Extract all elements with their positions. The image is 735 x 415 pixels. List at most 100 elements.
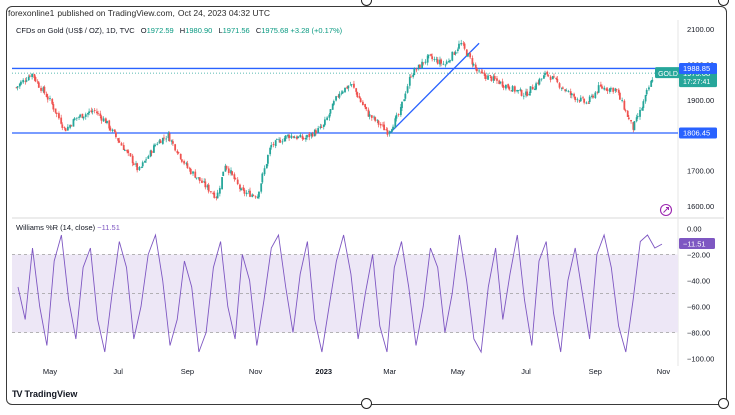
candle-body xyxy=(417,64,420,70)
candle-body xyxy=(323,119,326,125)
candle-body xyxy=(163,137,165,139)
candle-body xyxy=(179,153,182,159)
candle-body xyxy=(427,54,430,56)
indicator-name[interactable]: Williams %R (14, close) xyxy=(16,223,96,232)
candle-body xyxy=(413,68,416,76)
candle-body xyxy=(113,129,116,132)
candle-body xyxy=(270,144,273,148)
symbol-name[interactable]: CFDs on Gold (US$ / OZ), 1D, TVC xyxy=(16,26,135,35)
candle-body xyxy=(382,124,384,126)
candle-body xyxy=(131,155,134,164)
candle-body xyxy=(463,43,466,49)
price-tick-label: 1900.00 xyxy=(687,96,714,105)
candle-body xyxy=(78,117,80,118)
candle-body xyxy=(608,88,611,92)
candle-body xyxy=(37,82,40,88)
candle-body xyxy=(115,132,117,138)
candle-body xyxy=(349,84,352,86)
candle-body xyxy=(591,95,593,97)
candle-body xyxy=(299,134,302,138)
time-tick-label: Jul xyxy=(113,367,123,376)
candle-body xyxy=(104,118,107,124)
candle-body xyxy=(129,153,132,157)
candle-body xyxy=(605,88,608,91)
candle-body xyxy=(172,141,174,144)
candle-body xyxy=(326,117,329,120)
candle-body xyxy=(406,86,409,93)
time-tick-label: Sep xyxy=(589,367,602,376)
publisher-name[interactable]: forexonline1 xyxy=(8,8,55,18)
candle-body xyxy=(40,87,42,91)
candle-body xyxy=(117,138,120,141)
candle-body xyxy=(233,174,236,180)
candle-body xyxy=(216,192,219,199)
candle-body xyxy=(31,73,34,78)
candle-body xyxy=(293,137,296,139)
candle-body xyxy=(247,191,250,193)
candle-body xyxy=(221,177,223,190)
wr-series-line xyxy=(17,233,663,354)
candle-body xyxy=(531,86,534,90)
candle-body xyxy=(281,141,284,143)
candle-body xyxy=(386,130,389,135)
candle-body xyxy=(412,74,415,77)
candle-body xyxy=(553,76,555,78)
candle-body xyxy=(599,84,602,87)
candle-body xyxy=(203,181,206,183)
candle-body xyxy=(43,86,46,94)
candle-body xyxy=(537,82,540,85)
candle-body xyxy=(549,76,552,80)
candle-body xyxy=(484,75,487,80)
candle-body xyxy=(192,171,194,174)
candle-body xyxy=(426,55,429,63)
tradingview-brand[interactable]: TV TradingView xyxy=(12,389,77,399)
candle-body xyxy=(529,86,532,93)
candle-body xyxy=(206,185,209,188)
candle-body xyxy=(27,76,30,81)
candle-body xyxy=(528,93,531,96)
candle-body xyxy=(186,163,189,169)
candle-body xyxy=(79,114,82,117)
candle-body xyxy=(263,168,266,175)
candle-body xyxy=(585,102,588,104)
candle-body xyxy=(106,120,108,124)
bottom-right-handle[interactable] xyxy=(718,398,729,409)
candle-body xyxy=(335,96,337,101)
wr-tick-label: −100.00 xyxy=(687,355,714,364)
candle-body xyxy=(462,43,465,45)
candle-body xyxy=(73,118,76,121)
candle-body xyxy=(475,68,478,72)
candle-body xyxy=(615,89,618,91)
candle-body xyxy=(422,62,425,64)
candle-body xyxy=(511,86,514,92)
candle-body xyxy=(361,101,364,105)
candle-body xyxy=(617,89,620,93)
candle-body xyxy=(403,99,406,102)
candle-body xyxy=(127,150,130,154)
candle-body xyxy=(408,77,411,86)
time-tick-label: Nov xyxy=(249,367,263,376)
candle-body xyxy=(207,184,210,192)
candle-body xyxy=(265,164,268,169)
candle-body xyxy=(329,109,332,114)
candle-body xyxy=(588,96,591,103)
candle-body xyxy=(249,190,251,197)
candle-body xyxy=(453,52,456,55)
candle-body xyxy=(496,78,498,81)
candle-body xyxy=(122,145,125,150)
candle-body xyxy=(365,106,368,110)
candle-body xyxy=(436,59,439,64)
candle-body xyxy=(454,51,457,55)
candle-body xyxy=(350,84,353,86)
candle-body xyxy=(230,170,232,174)
candle-body xyxy=(606,89,609,91)
high-value: 1980.90 xyxy=(185,26,213,35)
bottom-resize-handle[interactable] xyxy=(361,398,372,409)
candle-body xyxy=(449,60,451,62)
candle-body xyxy=(440,59,443,64)
candle-body xyxy=(283,138,286,142)
publisher-line: forexonline1 published on TradingView.com… xyxy=(8,8,273,18)
candle-body xyxy=(364,104,367,108)
candle-body xyxy=(582,97,584,99)
